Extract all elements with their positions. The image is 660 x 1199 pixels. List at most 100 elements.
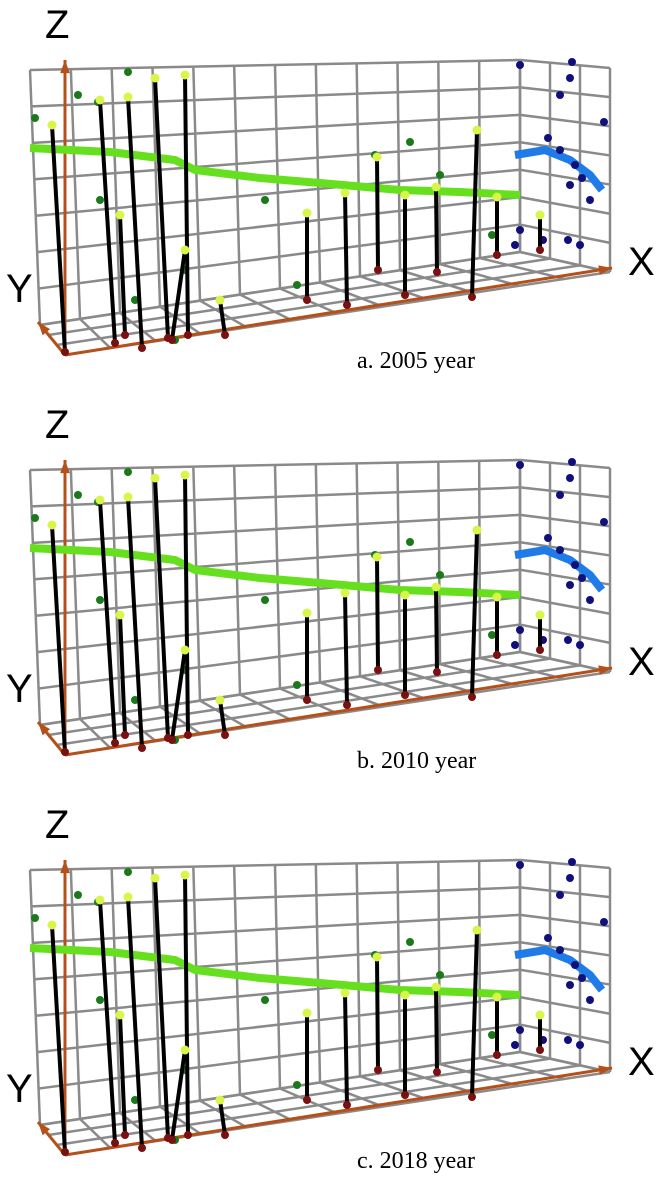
grid-line <box>319 1081 384 1108</box>
grid-line <box>28 69 42 326</box>
stem <box>434 986 439 1073</box>
point <box>406 538 414 546</box>
grid-line <box>48 657 551 737</box>
stem-base <box>121 731 129 739</box>
stem-base <box>221 1131 229 1139</box>
stem-top <box>302 208 312 218</box>
stem <box>50 924 67 1153</box>
stem <box>98 99 117 344</box>
stem <box>183 874 190 1136</box>
grid-line <box>519 458 611 470</box>
grid-line <box>28 869 42 1126</box>
grid-line <box>38 223 521 290</box>
x-axis-label: X <box>628 1040 655 1084</box>
grid-line <box>29 458 521 472</box>
axis-arrow <box>598 665 612 675</box>
grid-line <box>232 865 242 1095</box>
grid-line <box>399 669 475 694</box>
point <box>293 681 301 689</box>
stem <box>170 1049 187 1141</box>
stem-top <box>400 590 410 600</box>
point <box>576 241 584 249</box>
stem-top <box>115 1010 125 1020</box>
stem-top <box>123 92 133 102</box>
grid-line <box>110 468 122 713</box>
grid-line <box>110 868 122 1113</box>
stem-top <box>215 695 225 705</box>
stem-top <box>47 520 57 530</box>
stem-base <box>303 696 311 704</box>
stem-base <box>138 744 146 752</box>
stem-top <box>340 988 350 998</box>
grid-line <box>437 61 442 265</box>
point <box>293 1081 301 1089</box>
point <box>568 858 576 866</box>
point <box>566 181 574 189</box>
grid-line <box>314 464 322 683</box>
stem-base <box>433 1068 441 1076</box>
stem-base <box>61 348 69 356</box>
point <box>261 196 269 204</box>
grid-line <box>519 1050 611 1074</box>
grid-line <box>39 250 521 327</box>
grid-line <box>519 858 611 870</box>
stem <box>183 74 190 336</box>
stem-top <box>340 188 350 198</box>
stem-base <box>468 693 476 701</box>
grid-line <box>29 58 521 72</box>
stem-top <box>535 610 545 620</box>
point <box>31 514 39 522</box>
stem-base <box>221 731 229 739</box>
grid-line <box>151 867 162 1107</box>
stem <box>153 477 170 739</box>
grid-line <box>32 513 521 545</box>
point <box>586 196 594 204</box>
stem-top <box>115 210 125 220</box>
stem-base <box>468 1093 476 1101</box>
stem <box>218 1099 227 1136</box>
grid-line <box>32 113 521 145</box>
stem <box>170 249 187 341</box>
panel: Z Y Xa. 2005 year <box>6 3 655 374</box>
stem-base <box>61 748 69 756</box>
grid-line <box>519 141 611 157</box>
stem-base <box>493 251 501 259</box>
stem <box>470 929 479 1098</box>
stem-base <box>536 646 544 654</box>
grid-line <box>314 64 322 283</box>
stem-top <box>215 295 225 305</box>
stem-top <box>472 925 482 935</box>
stem-top <box>180 645 190 655</box>
grid-line <box>519 58 611 70</box>
point <box>566 74 574 82</box>
stem-top <box>215 1095 225 1105</box>
grid-line <box>396 862 402 1071</box>
trend-line <box>514 545 606 593</box>
stem-base <box>374 666 382 674</box>
point <box>96 996 104 1004</box>
grid-line <box>479 1056 565 1081</box>
grid-line <box>37 995 521 1054</box>
axis-arrow <box>60 460 70 474</box>
stem-top <box>180 70 190 80</box>
stem-base <box>111 339 119 347</box>
stem <box>343 592 349 706</box>
grid-line <box>519 195 611 215</box>
stem-top <box>492 992 502 1002</box>
grid-line <box>56 1064 581 1147</box>
stem <box>343 992 349 1106</box>
stem-top <box>431 182 441 192</box>
stem-top <box>372 952 382 962</box>
grid-line <box>439 662 520 688</box>
stem-top <box>150 473 160 483</box>
point <box>556 946 564 954</box>
stem-top <box>492 592 502 602</box>
stem-base <box>401 1091 409 1099</box>
stem-top <box>123 892 133 902</box>
grid-line <box>439 262 520 288</box>
stem-base <box>401 691 409 699</box>
grid-line <box>192 66 202 301</box>
point <box>31 914 39 922</box>
point <box>556 491 564 499</box>
